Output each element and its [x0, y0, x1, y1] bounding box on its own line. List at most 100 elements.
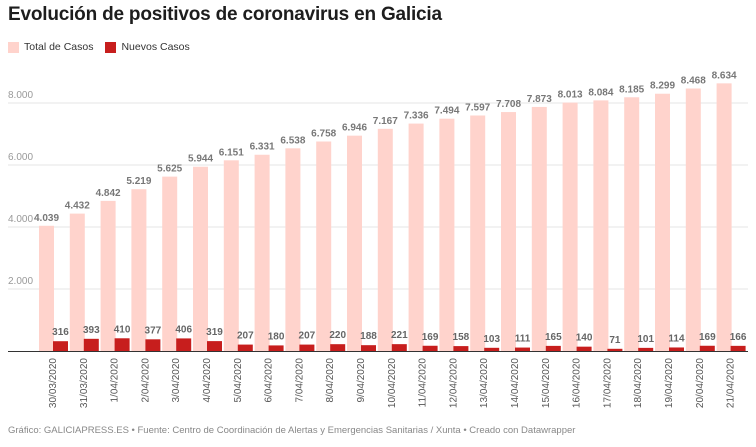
bar-new	[391, 344, 407, 351]
x-tick-label: 4/04/2020	[202, 358, 213, 403]
legend-item-new: Nuevos Casos	[105, 41, 190, 53]
data-label-new: 377	[145, 325, 162, 336]
bar-total	[655, 93, 670, 351]
x-tick-label: 13/04/2020	[479, 358, 490, 408]
data-label-total: 8.185	[619, 84, 644, 95]
bar-new	[145, 339, 161, 351]
bar-total	[131, 189, 147, 351]
x-tick-label: 19/04/2020	[664, 358, 675, 408]
legend: Total de Casos Nuevos Casos	[8, 41, 190, 53]
data-label-total: 5.219	[126, 176, 151, 187]
chart-title: Evolución de positivos de coronavirus en…	[8, 4, 442, 25]
data-label-total: 7.597	[465, 102, 490, 113]
data-label-new: 103	[483, 334, 500, 345]
x-tick-label: 7/04/2020	[294, 358, 305, 403]
data-label-new: 410	[114, 324, 131, 335]
bar-total	[716, 83, 732, 351]
bar-new	[53, 341, 68, 351]
data-label-new: 393	[83, 325, 100, 336]
data-label-new: 71	[609, 335, 621, 346]
x-tick-label: 10/04/2020	[387, 358, 398, 408]
legend-swatch-total	[8, 41, 19, 53]
x-tick-label: 1/04/2020	[110, 358, 121, 403]
x-tick-label: 17/04/2020	[602, 358, 613, 408]
legend-label-total: Total de Casos	[24, 41, 94, 53]
x-tick-label: 16/04/2020	[572, 358, 583, 408]
bar-new	[607, 348, 623, 351]
bar-new	[638, 347, 654, 351]
x-tick-label: 14/04/2020	[510, 358, 521, 408]
data-label-new: 165	[545, 332, 562, 343]
bar-new	[422, 345, 438, 351]
bar-total	[223, 160, 239, 351]
bar-total	[285, 148, 301, 351]
data-label-total: 4.039	[34, 213, 59, 224]
data-label-new: 158	[453, 332, 470, 343]
bar-new	[669, 347, 684, 351]
x-tick-label: 18/04/2020	[633, 358, 644, 408]
bar-total	[501, 112, 516, 351]
bar-new	[515, 347, 530, 351]
data-label-new: 169	[699, 332, 716, 343]
x-tick-label: 20/04/2020	[695, 358, 706, 408]
data-label-new: 316	[52, 327, 69, 338]
data-label-total: 4.842	[96, 188, 121, 199]
data-label-total: 7.167	[373, 116, 398, 127]
x-tick-label: 5/04/2020	[233, 358, 244, 403]
data-label-new: 114	[668, 333, 685, 344]
data-label-new: 207	[237, 331, 254, 342]
data-label-total: 5.944	[188, 154, 213, 165]
bar-new	[114, 338, 130, 351]
y-tick-label: 8.000	[8, 90, 33, 101]
x-tick-label: 3/04/2020	[171, 358, 182, 403]
data-label-new: 207	[299, 331, 316, 342]
bar-total	[347, 135, 362, 351]
legend-swatch-new	[105, 41, 117, 53]
data-label-new: 221	[391, 330, 408, 341]
data-label-total: 8.468	[681, 75, 706, 86]
x-tick-label: 30/03/2020	[48, 358, 59, 408]
bar-new	[299, 344, 315, 351]
bar-total	[439, 118, 455, 351]
data-label-new: 220	[329, 330, 346, 341]
legend-label-new: Nuevos Casos	[121, 41, 190, 53]
bar-new	[730, 345, 746, 351]
bar-new	[699, 345, 715, 351]
bar-new	[330, 344, 346, 351]
bar-total	[193, 166, 208, 351]
data-label-total: 8.634	[712, 70, 737, 81]
data-label-new: 101	[637, 334, 654, 345]
data-label-total: 6.946	[342, 123, 367, 134]
data-label-total: 8.084	[588, 87, 613, 98]
bar-new	[237, 344, 253, 351]
data-label-total: 4.432	[65, 201, 90, 212]
y-tick-label: 6.000	[8, 152, 33, 163]
x-tick-label: 12/04/2020	[448, 358, 459, 408]
x-tick-label: 21/04/2020	[726, 358, 737, 408]
data-label-total: 6.758	[311, 129, 336, 140]
bar-total	[408, 123, 424, 351]
bar-total	[39, 225, 54, 351]
data-label-total: 7.494	[434, 106, 459, 117]
data-label-total: 5.625	[157, 164, 182, 175]
bar-new	[268, 345, 284, 351]
data-label-new: 111	[515, 334, 531, 345]
data-label-total: 6.331	[250, 142, 275, 153]
bar-total	[470, 115, 486, 351]
data-label-new: 140	[576, 333, 593, 344]
x-tick-label: 11/04/2020	[418, 358, 429, 408]
bar-total	[100, 200, 116, 351]
bar-total	[69, 213, 85, 351]
x-tick-label: 6/04/2020	[264, 358, 275, 403]
data-label-new: 180	[268, 331, 285, 342]
bar-total	[254, 154, 270, 351]
bar-new	[207, 341, 222, 351]
bar-new	[545, 345, 561, 351]
bar-total	[624, 97, 640, 351]
data-label-new: 319	[206, 327, 223, 338]
data-label-total: 6.538	[280, 135, 305, 146]
x-tick-label: 8/04/2020	[325, 358, 336, 403]
bar-total	[562, 102, 578, 351]
bar-new	[361, 345, 376, 351]
